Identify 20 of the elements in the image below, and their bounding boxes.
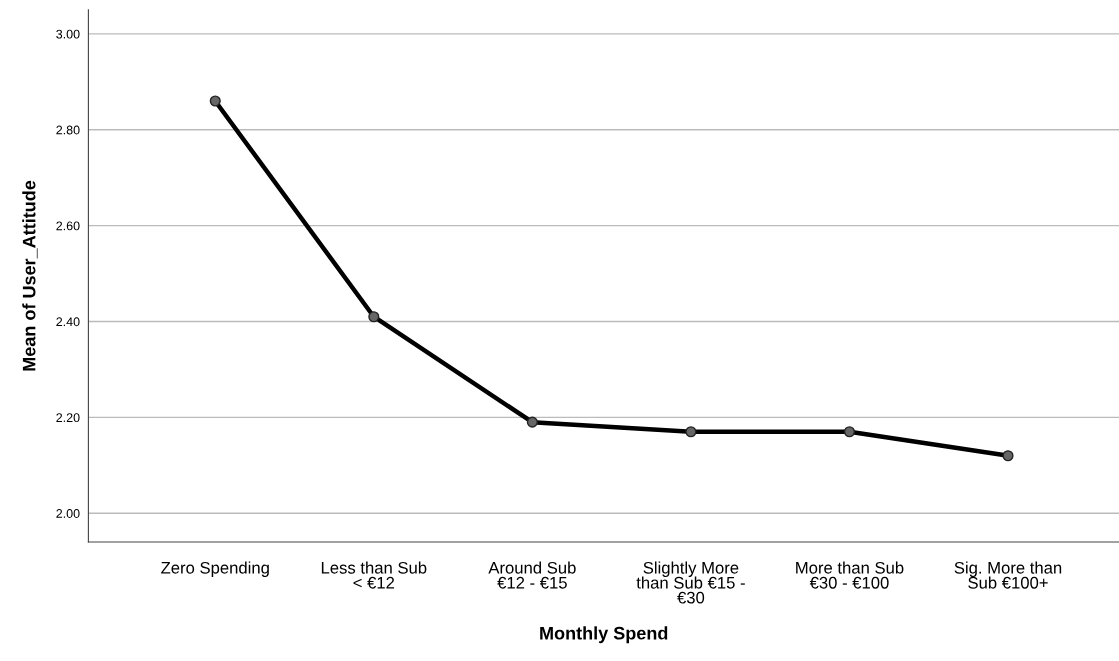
y-axis-title: Mean of User_Attitude [22, 180, 38, 371]
y-tick-label: 2.20 [56, 413, 80, 423]
x-tick-label: Around Sub €12 - €15 [488, 561, 576, 589]
y-tick-label: 2.60 [56, 221, 80, 231]
point [368, 311, 380, 323]
point [843, 426, 856, 438]
x-tick-label: More than Sub €30 - €100 [796, 561, 904, 589]
point [526, 416, 538, 428]
point [1002, 450, 1014, 462]
x-tick-label: Zero Spending [161, 561, 269, 577]
x-tick-label: Sig. More than Sub €100+ [954, 561, 1062, 589]
y-tick-label: 2.40 [56, 317, 80, 327]
point [685, 426, 697, 438]
x-tick-label: Less than Sub < €12 [321, 561, 427, 589]
y-tick-label: 2.80 [56, 125, 80, 135]
x-axis-title: Monthly Spend [540, 626, 668, 644]
x-tick-label: Slightly More than Sub €15 - €30 [636, 561, 745, 604]
point [209, 95, 221, 107]
y-tick-label: 2.00 [56, 509, 80, 518]
y-tick-label: 3.00 [56, 29, 80, 39]
